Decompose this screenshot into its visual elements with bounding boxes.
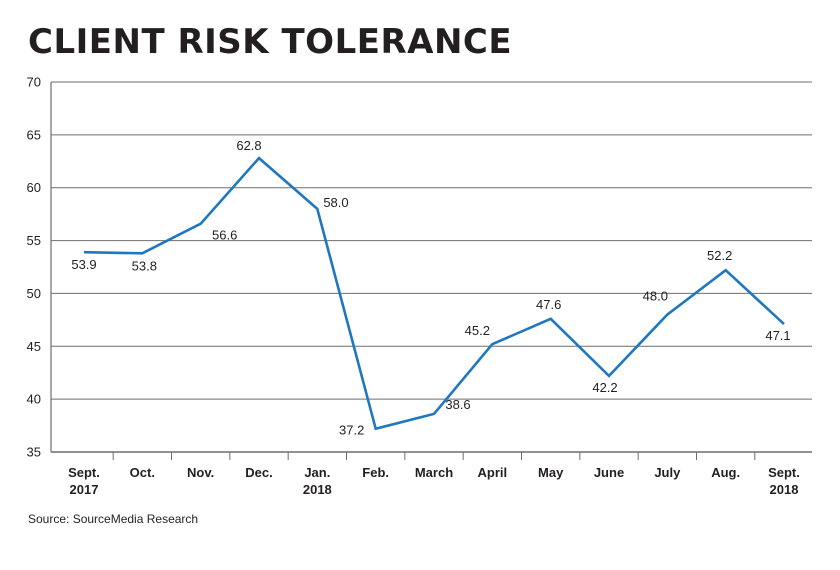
x-tick-label: July xyxy=(654,465,681,480)
source-note: Source: SourceMedia Research xyxy=(28,512,199,526)
data-label: 48.0 xyxy=(643,289,668,304)
series-line-path xyxy=(83,156,785,431)
x-tick-label: Sept. xyxy=(68,465,100,480)
x-tick-label: Nov. xyxy=(187,465,214,480)
series-line xyxy=(83,156,785,431)
x-tick-label: Sept. xyxy=(768,465,800,480)
y-tick-label: 65 xyxy=(27,127,41,142)
y-tick-label: 60 xyxy=(27,180,41,195)
y-axis-ticks: 35 40 45 50 55 60 65 70 xyxy=(27,75,41,460)
x-tick-label: Aug. xyxy=(711,465,740,480)
x-tick-label: Feb. xyxy=(362,465,389,480)
x-tick-label: 2017 xyxy=(70,482,99,497)
data-label: 47.1 xyxy=(765,328,790,343)
data-label: 37.2 xyxy=(339,423,364,438)
data-label: 56.6 xyxy=(212,228,237,243)
x-tick-label: Oct. xyxy=(130,465,155,480)
data-label: 62.8 xyxy=(236,138,261,153)
x-tick-label: March xyxy=(415,465,453,480)
y-tick-label: 55 xyxy=(27,233,41,248)
x-tick-label: May xyxy=(538,465,564,480)
gridlines xyxy=(50,81,812,460)
data-labels: 53.9 53.8 56.6 62.8 58.0 37.2 38.6 45.2 47.6 42.2… xyxy=(71,138,790,438)
x-tick-label: April xyxy=(478,465,508,480)
y-tick-label: 45 xyxy=(27,339,41,354)
x-tick-label: Dec. xyxy=(245,465,272,480)
line-chart: 35 40 45 50 55 60 65 70 Sept. 2017 Oct. Nov. Dec. Ja… xyxy=(27,75,812,497)
chart-title: CLIENT RISK TOLERANCE xyxy=(28,22,513,62)
data-label: 58.0 xyxy=(323,195,348,210)
y-tick-label: 70 xyxy=(27,75,41,90)
x-tick-label: June xyxy=(594,465,624,480)
data-label: 53.8 xyxy=(132,258,157,273)
data-label: 45.2 xyxy=(465,323,490,338)
y-tick-label: 50 xyxy=(27,286,41,301)
x-tick-label: Jan. xyxy=(304,465,330,480)
data-label: 38.6 xyxy=(445,397,470,412)
data-label: 47.6 xyxy=(536,297,561,312)
data-label: 52.2 xyxy=(707,248,732,263)
y-tick-label: 40 xyxy=(27,392,41,407)
data-label: 53.9 xyxy=(71,257,96,272)
x-tick-label: 2018 xyxy=(770,482,799,497)
y-tick-label: 35 xyxy=(27,445,41,460)
x-axis-ticks: Sept. 2017 Oct. Nov. Dec. Jan. 2018 Feb. March Ap… xyxy=(68,465,800,497)
x-tick-label: 2018 xyxy=(303,482,332,497)
data-label: 42.2 xyxy=(592,380,617,395)
